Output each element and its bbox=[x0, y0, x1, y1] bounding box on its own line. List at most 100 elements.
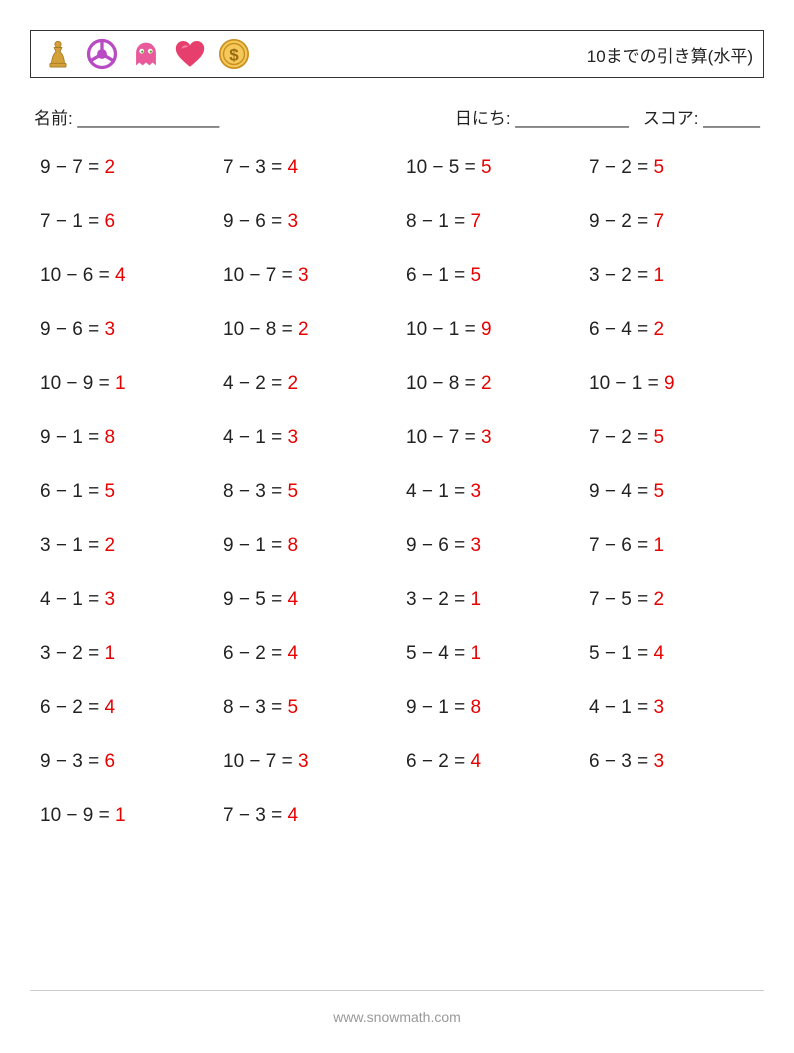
problem-answer: 1 bbox=[470, 589, 481, 610]
problem: 7 − 2 = 5 bbox=[589, 427, 754, 449]
problem-answer: 4 bbox=[287, 157, 298, 178]
problem-answer: 2 bbox=[104, 157, 115, 178]
problem: 4 − 1 = 3 bbox=[406, 481, 571, 503]
steering-wheel-icon bbox=[85, 37, 119, 71]
problem-answer: 2 bbox=[653, 589, 664, 610]
name-field: 名前: _______________ bbox=[34, 104, 219, 129]
problem-answer: 4 bbox=[287, 805, 298, 826]
problem: 7 − 2 = 5 bbox=[589, 157, 754, 179]
problem: 9 − 1 = 8 bbox=[223, 535, 388, 557]
problem-answer: 3 bbox=[104, 589, 115, 610]
problem: 5 − 1 = 4 bbox=[589, 643, 754, 665]
footer-divider bbox=[30, 990, 764, 991]
problem-answer: 3 bbox=[104, 319, 115, 340]
problem-expression: 10 − 7 = bbox=[223, 265, 298, 286]
problem-expression: 10 − 9 = bbox=[40, 805, 115, 826]
problem: 3 − 2 = 1 bbox=[589, 265, 754, 287]
problem-expression: 6 − 4 = bbox=[589, 319, 653, 340]
problem: 10 − 5 = 5 bbox=[406, 157, 571, 179]
problem: 4 − 1 = 3 bbox=[589, 697, 754, 719]
problem-answer: 6 bbox=[104, 211, 115, 232]
problem-answer: 3 bbox=[653, 751, 664, 772]
problem: 8 − 3 = 5 bbox=[223, 697, 388, 719]
problem: 9 − 1 = 8 bbox=[40, 427, 205, 449]
problem-answer: 4 bbox=[653, 643, 664, 664]
problem-expression: 3 − 2 = bbox=[589, 265, 653, 286]
problem-answer: 3 bbox=[481, 427, 492, 448]
problem-expression: 4 − 1 = bbox=[40, 589, 104, 610]
problem-answer: 1 bbox=[104, 643, 115, 664]
worksheet-page: $ 10までの引き算(水平) 名前: _______________ 日にち: … bbox=[0, 0, 794, 1053]
dollar-coin-icon: $ bbox=[217, 37, 251, 71]
problem-answer: 5 bbox=[470, 265, 481, 286]
problem-expression: 7 − 2 = bbox=[589, 427, 653, 448]
problem: 9 − 3 = 6 bbox=[40, 751, 205, 773]
problem-expression: 9 − 5 = bbox=[223, 589, 287, 610]
problem: 9 − 1 = 8 bbox=[406, 697, 571, 719]
problem-answer: 4 bbox=[470, 751, 481, 772]
problem: 7 − 3 = 4 bbox=[223, 157, 388, 179]
problem: 10 − 9 = 1 bbox=[40, 373, 205, 395]
problem-answer: 5 bbox=[653, 157, 664, 178]
problem: 6 − 1 = 5 bbox=[406, 265, 571, 287]
problem-expression: 6 − 3 = bbox=[589, 751, 653, 772]
problem-answer: 5 bbox=[287, 697, 298, 718]
problem: 10 − 9 = 1 bbox=[40, 805, 205, 827]
problem-answer: 4 bbox=[104, 697, 115, 718]
problem: 8 − 3 = 5 bbox=[223, 481, 388, 503]
problems-grid: 9 − 7 = 27 − 3 = 410 − 5 = 57 − 2 = 57 −… bbox=[30, 157, 764, 827]
problem-expression: 8 − 3 = bbox=[223, 697, 287, 718]
problem: 10 − 7 = 3 bbox=[406, 427, 571, 449]
problem-expression: 7 − 6 = bbox=[589, 535, 653, 556]
problem-expression: 7 − 3 = bbox=[223, 805, 287, 826]
problem-expression: 10 − 7 = bbox=[406, 427, 481, 448]
problem-expression: 8 − 1 = bbox=[406, 211, 470, 232]
date-field: 日にち: ____________ bbox=[455, 104, 629, 129]
problem-answer: 3 bbox=[470, 535, 481, 556]
meta-row: 名前: _______________ 日にち: ____________ スコ… bbox=[30, 104, 764, 129]
problem-expression: 10 − 1 = bbox=[589, 373, 664, 394]
problem: 4 − 2 = 2 bbox=[223, 373, 388, 395]
problem-expression: 4 − 1 = bbox=[589, 697, 653, 718]
problem: 9 − 2 = 7 bbox=[589, 211, 754, 233]
problem-answer: 3 bbox=[653, 697, 664, 718]
problem-answer: 5 bbox=[287, 481, 298, 502]
problem: 9 − 6 = 3 bbox=[223, 211, 388, 233]
problem-expression: 9 − 1 = bbox=[223, 535, 287, 556]
problem: 3 − 1 = 2 bbox=[40, 535, 205, 557]
problem: 7 − 3 = 4 bbox=[223, 805, 388, 827]
problem-answer: 4 bbox=[287, 643, 298, 664]
problem: 9 − 6 = 3 bbox=[40, 319, 205, 341]
problem-answer: 1 bbox=[653, 265, 664, 286]
problem-answer: 3 bbox=[298, 751, 309, 772]
problem: 6 − 2 = 4 bbox=[406, 751, 571, 773]
problem: 6 − 2 = 4 bbox=[223, 643, 388, 665]
problem: 10 − 8 = 2 bbox=[406, 373, 571, 395]
svg-text:$: $ bbox=[229, 45, 239, 64]
problem-expression: 6 − 1 = bbox=[406, 265, 470, 286]
problem-expression: 9 − 4 = bbox=[589, 481, 653, 502]
problem-expression: 4 − 1 = bbox=[406, 481, 470, 502]
page-footer: www.snowmath.com bbox=[0, 990, 794, 1025]
problem-answer: 3 bbox=[470, 481, 481, 502]
problem-answer: 2 bbox=[287, 373, 298, 394]
problem-answer: 3 bbox=[298, 265, 309, 286]
problem-expression: 7 − 5 = bbox=[589, 589, 653, 610]
problem: 7 − 6 = 1 bbox=[589, 535, 754, 557]
problem-expression: 6 − 2 = bbox=[40, 697, 104, 718]
problem-expression: 8 − 3 = bbox=[223, 481, 287, 502]
problem: 3 − 2 = 1 bbox=[40, 643, 205, 665]
problem-answer: 5 bbox=[653, 481, 664, 502]
problem: 3 − 2 = 1 bbox=[406, 589, 571, 611]
problem-expression: 7 − 2 = bbox=[589, 157, 653, 178]
problem-answer: 3 bbox=[287, 427, 298, 448]
problem: 6 − 1 = 5 bbox=[40, 481, 205, 503]
footer-url: www.snowmath.com bbox=[333, 1009, 461, 1025]
score-field: スコア: ______ bbox=[643, 104, 760, 129]
problem-expression: 3 − 1 = bbox=[40, 535, 104, 556]
problem: 9 − 5 = 4 bbox=[223, 589, 388, 611]
problem-answer: 6 bbox=[104, 751, 115, 772]
problem: 10 − 1 = 9 bbox=[589, 373, 754, 395]
problem: 10 − 8 = 2 bbox=[223, 319, 388, 341]
problem-answer: 4 bbox=[115, 265, 126, 286]
